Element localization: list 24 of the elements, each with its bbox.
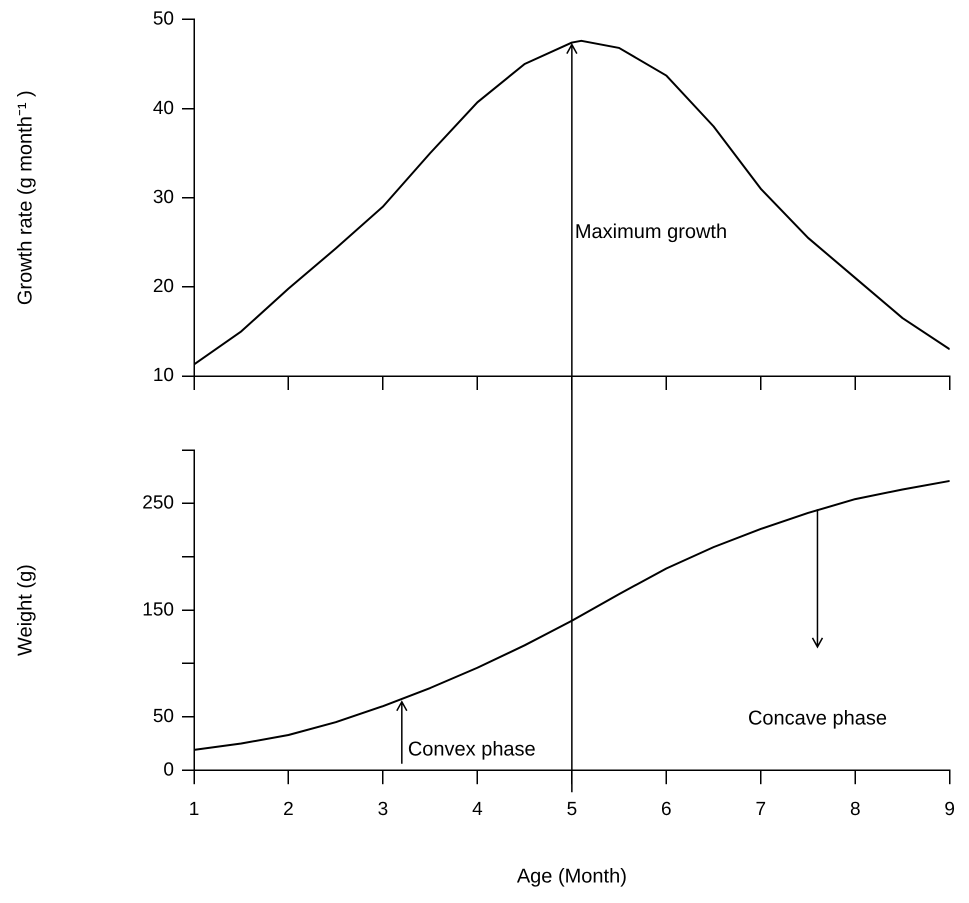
y-axis-title: Growth rate (g month⁻¹ ) <box>14 90 37 306</box>
x-tick-label: 9 <box>944 798 956 820</box>
y-tick-label: 50 <box>152 706 174 728</box>
y-tick-label: 20 <box>152 276 174 298</box>
x-tick-label: 6 <box>661 798 672 820</box>
ref-line-label: Maximum growth <box>574 221 728 244</box>
x-tick-label: 3 <box>378 798 388 820</box>
x-tick-label: 2 <box>283 798 294 820</box>
y-tick-label: 50 <box>152 8 174 30</box>
x-tick-label: 8 <box>850 798 861 820</box>
y-tick-label: 0 <box>163 759 174 780</box>
x-axis-title: Age (Month) <box>516 866 627 888</box>
y-tick-label: 150 <box>142 599 174 620</box>
x-tick-label: 7 <box>756 798 766 820</box>
y-tick-label: 40 <box>152 98 174 119</box>
x-tick-label: 4 <box>472 798 484 820</box>
y-axis-title: Weight (g) <box>14 564 37 656</box>
x-tick-label: 5 <box>566 798 578 820</box>
y-tick-label: 250 <box>142 492 174 514</box>
annotation: Concave phase <box>748 707 887 730</box>
x-tick-label: 1 <box>188 798 200 820</box>
y-tick-label: 10 <box>152 365 174 386</box>
annotation: Convex phase <box>408 738 536 760</box>
y-tick-label: 30 <box>152 186 174 208</box>
